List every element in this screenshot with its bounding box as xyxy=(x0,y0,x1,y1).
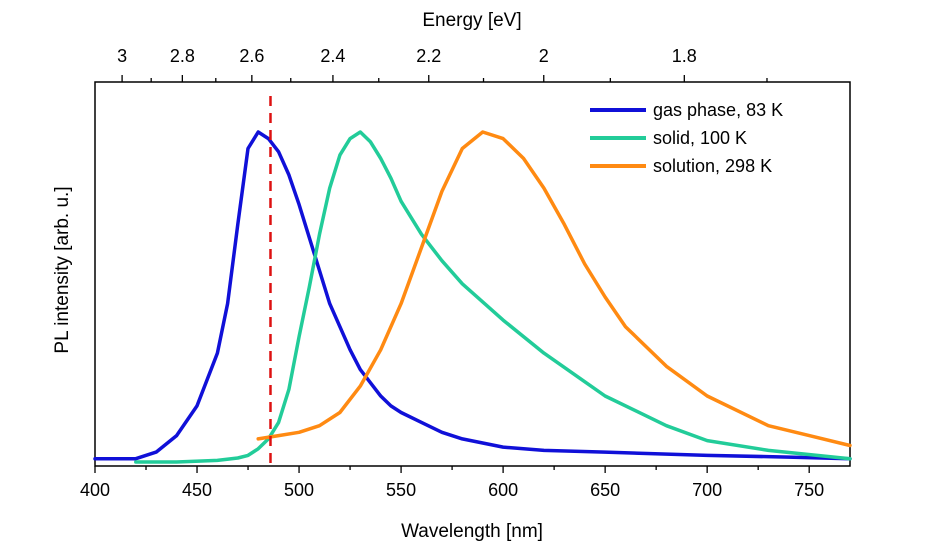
top-tick-label: 2.6 xyxy=(239,46,264,66)
x-tick-label: 750 xyxy=(794,480,824,500)
x-tick-label: 450 xyxy=(182,480,212,500)
plot-frame xyxy=(94,81,851,467)
x-tick-label: 600 xyxy=(488,480,518,500)
series-line-3 xyxy=(256,130,852,448)
top-tick-label: 2 xyxy=(539,46,549,66)
legend-label-3: solution, 298 K xyxy=(653,156,772,176)
series-line-1 xyxy=(93,130,852,461)
legend-label-1: gas phase, 83 K xyxy=(653,100,783,120)
top-tick-label: 2.8 xyxy=(170,46,195,66)
series-line-2 xyxy=(134,130,852,464)
y-axis-title: PL intensity [arb. u.] xyxy=(52,186,73,353)
top-axis-title: Energy [eV] xyxy=(422,10,521,31)
x-axis-title: Wavelength [nm] xyxy=(401,521,543,542)
x-tick-label: 700 xyxy=(692,480,722,500)
bottom-x-axis: 400 450 500 550 600 650 700 750 xyxy=(80,466,824,500)
legend: gas phase, 83 K solid, 100 K solution, 298… xyxy=(590,100,783,176)
top-x-axis: 3 2.8 2.6 2.4 2.2 2 1.8 xyxy=(117,46,768,82)
top-tick-label: 1.8 xyxy=(672,46,697,66)
x-tick-label: 400 xyxy=(80,480,110,500)
x-tick-label: 500 xyxy=(284,480,314,500)
top-tick-label: 2.2 xyxy=(416,46,441,66)
top-tick-label: 2.4 xyxy=(320,46,345,66)
x-tick-label: 550 xyxy=(386,480,416,500)
series-layer xyxy=(93,130,852,464)
x-tick-label: 650 xyxy=(590,480,620,500)
top-tick-label: 3 xyxy=(117,46,127,66)
legend-label-2: solid, 100 K xyxy=(653,128,747,148)
